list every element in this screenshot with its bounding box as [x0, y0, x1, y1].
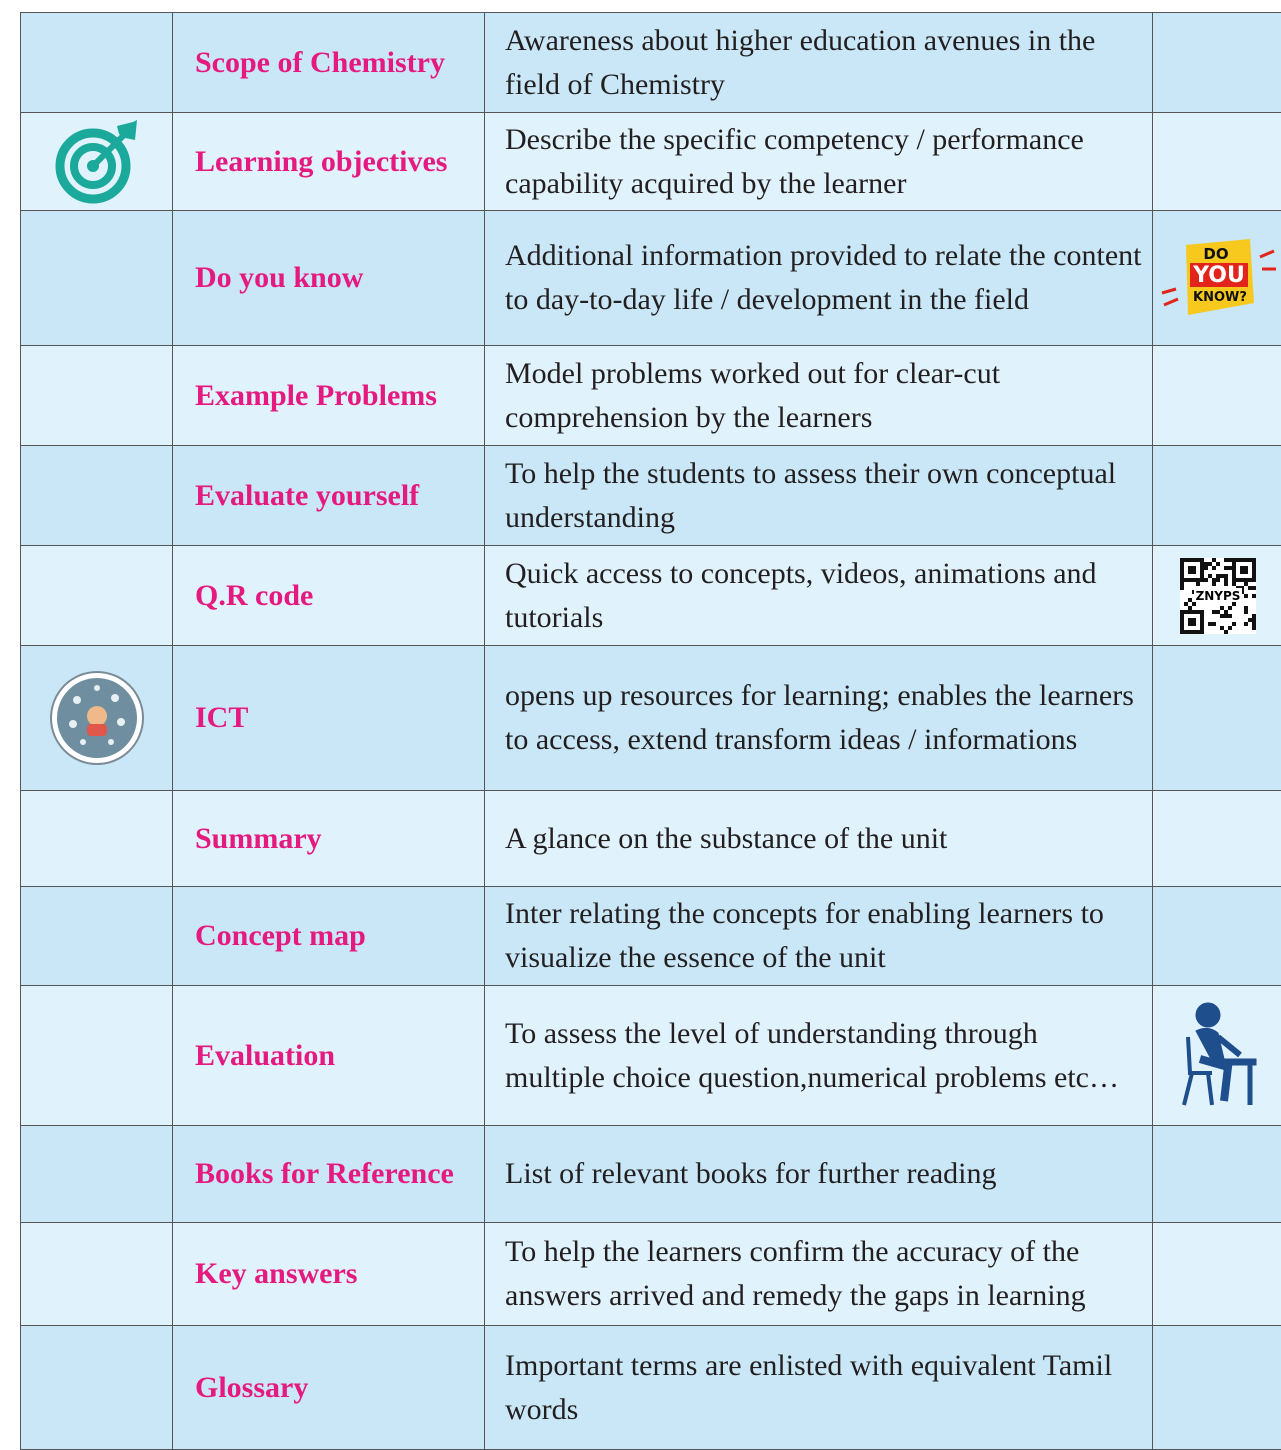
- badge-text: DO: [1203, 245, 1228, 263]
- description-cell: Quick access to concepts, videos, animat…: [485, 546, 1153, 646]
- ict-icon: [49, 670, 145, 766]
- description-cell: To assess the level of understanding thr…: [485, 986, 1153, 1126]
- icon-cell: ZNYPS: [1153, 546, 1281, 646]
- icon-cell: [1153, 887, 1281, 986]
- icon-cell: [1153, 446, 1281, 546]
- badge-text: YOU: [1192, 263, 1245, 288]
- icon-cell: [21, 1126, 173, 1223]
- icon-cell: [21, 887, 173, 986]
- icon-cell: [1153, 986, 1281, 1126]
- term-cell: Example Problems: [173, 346, 485, 446]
- icon-cell: [21, 546, 173, 646]
- description-cell: opens up resources for learning; enables…: [485, 646, 1153, 791]
- term-cell: Q.R code: [173, 546, 485, 646]
- icon-cell: [1153, 13, 1281, 113]
- icon-cell: [21, 13, 173, 113]
- term-cell: Do you know: [173, 211, 485, 346]
- icon-cell: [21, 211, 173, 346]
- badge-text: KNOW?: [1193, 290, 1247, 305]
- term-cell: Evaluation: [173, 986, 485, 1126]
- icon-cell: [1153, 113, 1281, 211]
- term-cell: ICT: [173, 646, 485, 791]
- icon-cell: [1153, 791, 1281, 887]
- term-cell: Books for Reference: [173, 1126, 485, 1223]
- student-icon: [1178, 1001, 1258, 1111]
- description-cell: Inter relating the concepts for enabling…: [485, 887, 1153, 986]
- icon-cell: [21, 986, 173, 1126]
- description-cell: To help the learners confirm the accurac…: [485, 1223, 1153, 1326]
- icon-cell: [1153, 346, 1281, 446]
- description-cell: Model problems worked out for clear-cut …: [485, 346, 1153, 446]
- description-cell: Awareness about higher education avenues…: [485, 13, 1153, 113]
- icon-cell: [21, 1223, 173, 1326]
- term-cell: Learning objectives: [173, 113, 485, 211]
- term-cell: Scope of Chemistry: [173, 13, 485, 113]
- term-cell: Concept map: [173, 887, 485, 986]
- icon-cell: [21, 791, 173, 887]
- icon-cell: [21, 113, 173, 211]
- term-cell: Summary: [173, 791, 485, 887]
- icon-cell: [1153, 1326, 1281, 1450]
- icon-cell: [1153, 1126, 1281, 1223]
- description-cell: Important terms are enlisted with equiva…: [485, 1326, 1153, 1450]
- term-cell: Evaluate yourself: [173, 446, 485, 546]
- icon-cell: [21, 346, 173, 446]
- target-icon: [55, 120, 139, 204]
- term-cell: Glossary: [173, 1326, 485, 1450]
- description-cell: To help the students to assess their own…: [485, 446, 1153, 546]
- icon-cell: [21, 446, 173, 546]
- qr-code-icon: ZNYPS: [1180, 558, 1256, 634]
- description-cell: Additional information provided to relat…: [485, 211, 1153, 346]
- icon-cell: [21, 1326, 173, 1450]
- description-cell: A glance on the substance of the unit: [485, 791, 1153, 887]
- term-cell: Key answers: [173, 1223, 485, 1326]
- icon-cell: [1153, 1223, 1281, 1326]
- icon-cell: [1153, 646, 1281, 791]
- icon-cell: [21, 646, 173, 791]
- description-cell: Describe the specific competency / perfo…: [485, 113, 1153, 211]
- qr-label: ZNYPS: [1195, 589, 1240, 603]
- description-cell: List of relevant books for further readi…: [485, 1126, 1153, 1223]
